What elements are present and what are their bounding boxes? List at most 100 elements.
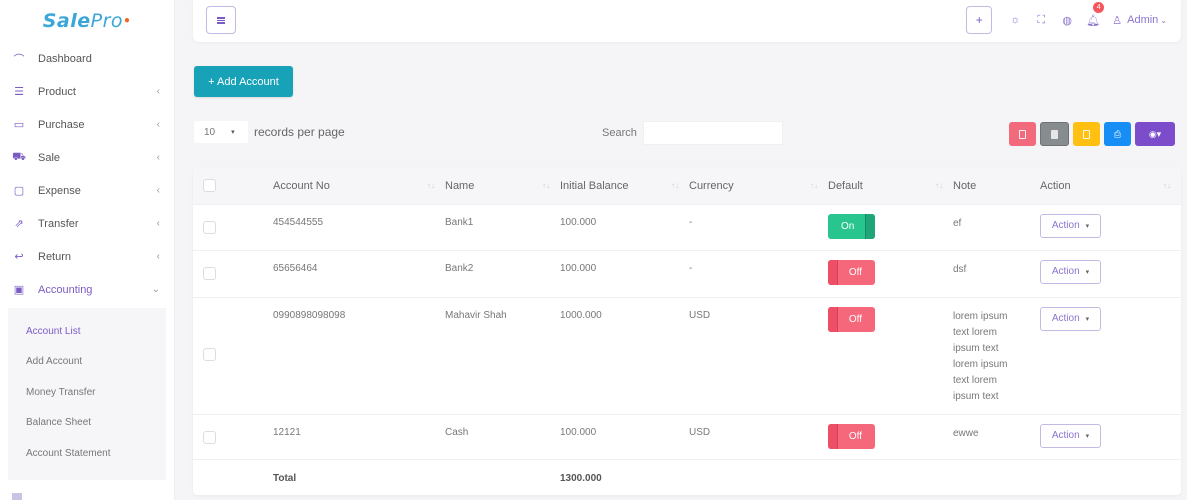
menu-toggle-button[interactable] [206,6,236,34]
total-value-cell: 1300.000 [560,458,689,495]
note: ef [953,217,962,229]
brand-name-accent: Pro [90,10,124,32]
row-checkbox[interactable] [203,347,216,361]
eye-icon: ◉▾ [1148,128,1162,139]
column-visibility-button[interactable]: ◉▾ [1135,122,1175,146]
sidebar-item-transfer[interactable]: ⇗ Transfer ‹ [0,207,174,240]
sidebar-item-label: Return [38,250,72,263]
balance-cell: 100.000 [560,413,689,459]
action-label: Action [1051,430,1080,441]
column-header-account-no[interactable]: Account No ↑↓ [273,168,445,204]
pdf-export-button[interactable] [1009,122,1036,146]
note: lorem ipsum text lorem ipsum text lorem … [953,310,1008,402]
excel-export-button[interactable] [1073,122,1100,146]
table-row: 454544555 Bank1 100.000 - On ef Action ▾ [193,203,1181,250]
action-label: Action [1051,313,1080,324]
table-header-row: Account No ↑↓ Name ↑↓ Initial Balance ↑↓ Cu… [193,168,1181,204]
submenu-item-money-transfer[interactable]: Money Transfer [26,386,96,398]
note-cell: ewwe [953,413,1040,459]
initial-balance: 100.000 [560,262,597,274]
column-header-initial-balance[interactable]: Initial Balance ↑↓ [560,168,689,204]
column-label: Currency [689,179,734,192]
sidebar-item-dashboard[interactable]: ⌒ Dashboard [0,42,174,75]
accounting-submenu: Account List Add Account Money Transfer … [8,308,166,480]
default-toggle[interactable]: On [828,213,875,239]
language-globe-icon[interactable]: ◍ [1062,14,1073,27]
fullscreen-icon[interactable]: ⛶ [1037,13,1046,26]
row-checkbox[interactable] [203,266,216,280]
sidebar-item-product[interactable]: ☰ Product ‹ [0,75,174,108]
quick-add-button[interactable]: + [966,6,993,34]
name-cell: Mahavir Shah [445,296,560,414]
select-all-checkbox[interactable] [203,178,216,192]
per-page-select[interactable]: 10 ▾ [194,121,248,143]
column-header-action[interactable]: Action ↑↓ [1040,168,1181,204]
column-label: Initial Balance [560,179,629,192]
sidebar-item-expense[interactable]: ▢ Expense ‹ [0,174,174,207]
sidebar-item-return[interactable]: ↩ Return ‹ [0,240,174,273]
add-account-button[interactable]: + Add Account [194,66,293,97]
sidebar: Sale Pro • ⌒ Dashboard ☰ Product ‹ ▭ Purch… [0,0,175,500]
chevron-down-icon: ⌄ [1160,15,1167,25]
default-toggle[interactable]: Off [828,423,875,449]
sidebar-item-purchase[interactable]: ▭ Purchase ‹ [0,108,174,141]
row-checkbox[interactable] [203,430,216,444]
default-toggle[interactable]: Off [828,306,875,332]
sort-icon: ↑↓ [542,181,550,190]
search-label: Search [602,127,637,139]
sidebar-item-label: Dashboard [38,52,92,65]
sort-icon: ↑↓ [427,181,435,190]
column-header-currency[interactable]: Currency ↑↓ [689,168,828,204]
brand-logo[interactable]: Sale Pro • [0,0,174,42]
column-header-note[interactable]: Note [953,168,1040,204]
action-dropdown-button[interactable]: Action ▾ [1040,213,1101,238]
sidebar-item-label: Expense [38,184,81,197]
total-empty-cell [193,458,273,495]
column-header-name[interactable]: Name ↑↓ [445,168,560,204]
sidebar-item-accounting[interactable]: ▣ Accounting ⌄ [0,273,174,306]
user-menu[interactable]: ♙ Admin ⌄ [1112,14,1167,27]
product-list-icon: ☰ [14,86,24,98]
default-toggle[interactable]: Off [828,259,875,285]
action-dropdown-button[interactable]: Action ▾ [1040,423,1101,448]
note-cell: ef [953,203,1040,250]
submenu-item-account-statement[interactable]: Account Statement [26,447,111,459]
dashboard-icon: ⌒ [13,53,25,66]
submenu-item-balance-sheet[interactable]: Balance Sheet [26,417,92,429]
action-cell: Action ▾ [1040,203,1181,250]
action-cell: Action ▾ [1040,296,1181,414]
row-select-cell [193,203,273,250]
sort-icon: ↑↓ [810,181,818,190]
sidebar-item-sale[interactable]: ⛟ Sale ‹ [0,141,174,174]
action-cell: Action ▾ [1040,413,1181,459]
submenu-item-account-list[interactable]: Account List [26,325,81,337]
column-header-default[interactable]: Default ↑↓ [828,168,953,204]
account-no: 0990898098098 [273,309,346,321]
briefcase-icon: ▣ [13,284,25,296]
row-checkbox[interactable] [203,220,216,234]
total-value: 1300.000 [560,472,602,484]
initial-balance: 1000.000 [560,309,602,321]
sidebar-item-partial[interactable] [12,492,162,500]
default-cell: On [828,203,953,250]
csv-export-button[interactable] [1040,122,1069,146]
notifications-button[interactable]: 🔔︎ 4 [1080,2,1106,34]
account-no: 65656464 [273,262,318,274]
sidebar-item-label: Purchase [38,118,85,131]
chevron-left-icon: ‹ [156,119,160,130]
records-per-page: 10 ▾ records per page [194,121,345,143]
name-cell: Bank2 [445,249,560,297]
print-button[interactable]: ⎙ [1104,122,1131,146]
total-empty-cell [689,458,828,495]
total-label: Total [273,472,297,484]
submenu-item-add-account[interactable]: Add Account [26,356,83,368]
chevron-left-icon: ‹ [156,218,160,229]
account-no-cell: 12121 [273,413,445,459]
chevron-left-icon: ‹ [156,86,160,97]
search-input[interactable] [642,121,783,145]
theme-sun-icon[interactable]: ☼ [1010,14,1021,26]
account-name: Bank2 [445,262,474,274]
action-dropdown-button[interactable]: Action ▾ [1040,306,1101,331]
action-dropdown-button[interactable]: Action ▾ [1040,259,1101,284]
excel-file-icon [1083,129,1090,139]
